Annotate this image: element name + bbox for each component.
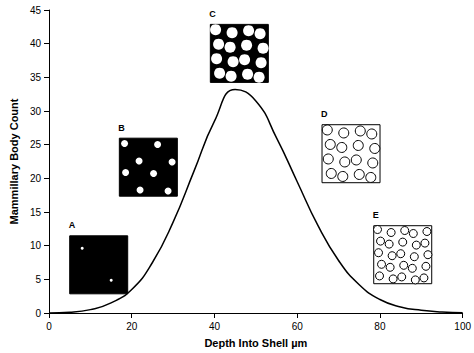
svg-text:45: 45 (30, 5, 42, 16)
svg-text:20: 20 (126, 321, 138, 332)
svg-text:5: 5 (35, 274, 41, 285)
svg-text:E: E (373, 210, 379, 220)
svg-text:0: 0 (35, 308, 41, 319)
svg-text:60: 60 (292, 321, 304, 332)
svg-text:80: 80 (374, 321, 386, 332)
svg-text:20: 20 (30, 173, 42, 184)
svg-text:0: 0 (46, 321, 52, 332)
svg-text:Depth Into Shell µm: Depth Into Shell µm (204, 337, 307, 349)
svg-text:40: 40 (30, 38, 42, 49)
svg-text:35: 35 (30, 72, 42, 83)
svg-text:40: 40 (209, 321, 221, 332)
svg-text:D: D (321, 109, 328, 119)
svg-text:Mammillary Body Count: Mammillary Body Count (8, 98, 20, 224)
svg-text:100: 100 (454, 321, 471, 332)
svg-text:10: 10 (30, 240, 42, 251)
svg-text:B: B (118, 123, 125, 133)
svg-text:30: 30 (30, 106, 42, 117)
svg-text:25: 25 (30, 139, 42, 150)
svg-text:A: A (69, 220, 76, 230)
svg-text:15: 15 (30, 207, 42, 218)
svg-text:C: C (209, 9, 216, 19)
